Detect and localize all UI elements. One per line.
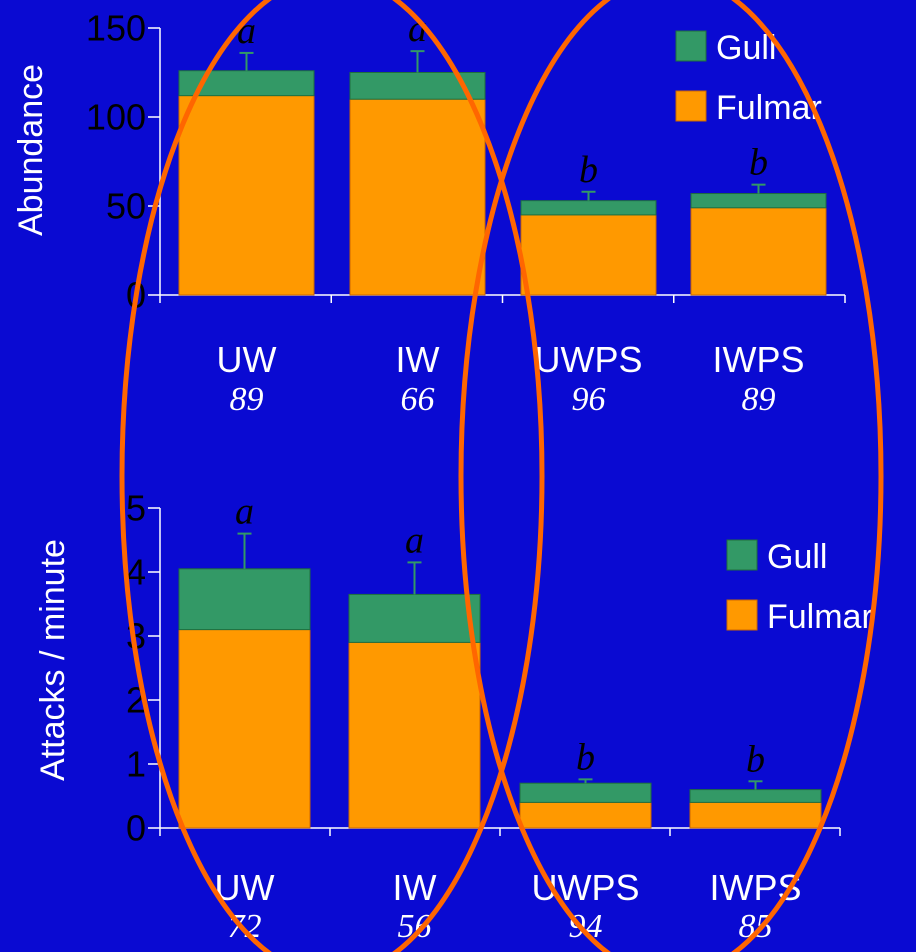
y-tick-label: 100 [86, 97, 146, 138]
bar-gull [690, 193, 827, 209]
sample-size-label: 66 [401, 381, 435, 418]
category-label: UW [215, 867, 275, 908]
category-label: IWPS [712, 339, 804, 380]
bar-fulmar [689, 801, 822, 829]
legend-swatch-gull [726, 539, 758, 571]
legend-label-fulmar: Fulmar [767, 598, 873, 636]
significance-label: a [235, 491, 254, 533]
bar-fulmar [519, 801, 652, 829]
significance-label: b [746, 738, 765, 780]
ellipse-left [119, 0, 545, 952]
y-tick-label: 150 [86, 8, 146, 49]
sample-size-label: 94 [569, 908, 603, 945]
y-tick-label: 5 [126, 488, 146, 529]
bar-fulmar [520, 214, 657, 296]
category-label: IW [393, 867, 437, 908]
legend-label-gull: Gull [767, 538, 827, 576]
legend-label-fulmar: Fulmar [716, 89, 822, 127]
legend-swatch-gull [675, 30, 707, 62]
bar-fulmar [690, 207, 827, 296]
legend-label-gull: Gull [716, 29, 776, 67]
highlight-ellipses [119, 0, 884, 952]
significance-label: b [579, 149, 598, 191]
bar-gull [520, 200, 657, 216]
y-axis-title: Attacks / minute [34, 539, 72, 781]
category-label: UWPS [535, 339, 643, 380]
y-tick-label: 0 [126, 808, 146, 849]
ellipse-right [458, 0, 884, 952]
y-tick-label: 50 [106, 186, 146, 227]
y-axis-title: Abundance [12, 64, 50, 236]
significance-label: b [576, 736, 595, 778]
category-label: IWPS [709, 867, 801, 908]
sample-size-label: 89 [742, 381, 776, 418]
bar-fulmar [349, 98, 486, 296]
category-label: UW [217, 339, 277, 380]
bar-fulmar [178, 95, 315, 296]
y-tick-label: 1 [126, 744, 146, 785]
legend-swatch-fulmar [726, 599, 758, 631]
bar-fulmar [348, 641, 481, 829]
bar-gull [348, 593, 481, 643]
bar-gull [519, 782, 652, 803]
sample-size-label: 89 [230, 381, 264, 418]
significance-label: a [237, 10, 256, 52]
legend-swatch-fulmar [675, 90, 707, 122]
sample-size-label: 96 [572, 381, 606, 418]
bar-gull [689, 789, 822, 803]
category-label: UWPS [532, 867, 640, 908]
bar-gull [178, 568, 311, 631]
significance-label: a [408, 8, 427, 50]
significance-label: b [749, 142, 768, 184]
sample-size-label: 85 [739, 908, 773, 945]
significance-label: a [405, 519, 424, 561]
y-tick-label: 4 [126, 552, 146, 593]
bar-fulmar [178, 629, 311, 829]
category-label: IW [396, 339, 440, 380]
